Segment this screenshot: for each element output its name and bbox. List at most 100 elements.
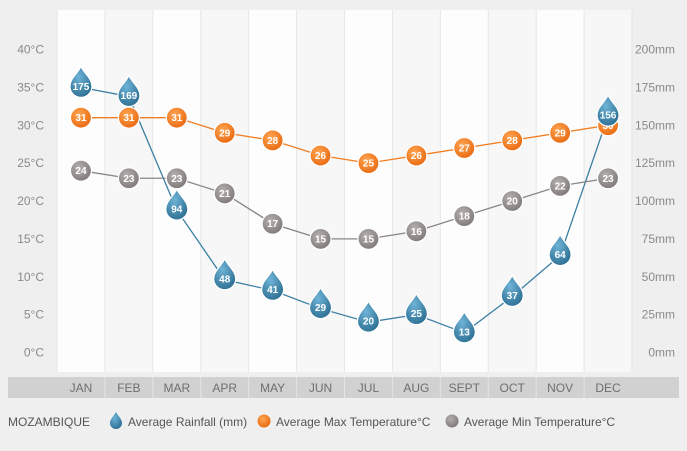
rainfall-value-label: 20 (363, 317, 375, 328)
legend-label: Average Max Temperature°C (276, 415, 431, 429)
legend-rainfall-icon (110, 412, 122, 429)
min-temp-value-label: 23 (602, 174, 614, 185)
max-temp-marker (69, 106, 93, 129)
min-temp-value-label: 20 (507, 197, 519, 208)
rainfall-value-label: 29 (315, 303, 327, 314)
rainfall-marker (308, 286, 333, 320)
max-temp-marker (501, 129, 524, 152)
legend-label: Average Rainfall (mm) (128, 415, 247, 429)
rainfall-marker (117, 73, 141, 107)
max-temp-marker (165, 106, 188, 129)
max-temp-marker (309, 144, 332, 167)
max-temp-marker (549, 121, 572, 144)
rainfall-marker (69, 64, 93, 98)
min-temp-value-label: 21 (219, 189, 231, 200)
rainfall-value-label: 25 (411, 309, 423, 320)
max-temp-value-label: 31 (123, 113, 135, 124)
min-temp-value-label: 18 (459, 212, 471, 223)
legend-label: Average Min Temperature°C (464, 415, 615, 429)
x-tick-label: NOV (547, 381, 573, 395)
grid-band (248, 10, 297, 372)
rainfall-value-label: 175 (73, 82, 90, 93)
y-left-tick-label: 30°C (17, 118, 44, 132)
y-right-tick-label: 100mm (635, 194, 675, 208)
x-axis-band (8, 377, 679, 398)
rainfall-marker (500, 273, 524, 307)
max-temp-value-label: 26 (315, 151, 327, 162)
min-temp-value-label: 17 (267, 219, 279, 230)
x-tick-label: OCT (500, 381, 526, 395)
x-tick-label: MAY (260, 381, 285, 395)
y-left-tick-label: 5°C (24, 308, 44, 322)
x-tick-label: DEC (595, 381, 621, 395)
min-temp-marker (117, 167, 140, 190)
min-temp-value-label: 22 (555, 181, 567, 192)
y-left-tick-label: 35°C (17, 80, 44, 94)
min-temp-value-label: 16 (411, 227, 423, 238)
y-left-tick-label: 10°C (17, 270, 44, 284)
rainfall-value-label: 37 (507, 291, 519, 302)
y-right-tick-label: 0mm (648, 346, 675, 360)
min-temp-marker (453, 205, 476, 228)
min-temp-value-label: 24 (75, 166, 87, 177)
rainfall-value-label: 41 (267, 285, 279, 296)
x-tick-label: JUN (309, 381, 332, 395)
x-tick-label: FEB (117, 381, 140, 395)
y-right-tick-label: 75mm (642, 232, 675, 246)
x-tick-label: SEPT (449, 381, 481, 395)
y-left-tick-label: 20°C (17, 194, 44, 208)
grid-band (57, 10, 105, 372)
y-right-tick-label: 175mm (635, 80, 675, 94)
min-temp-marker (549, 174, 572, 197)
x-tick-label: APR (212, 381, 237, 395)
x-tick-label: JAN (70, 381, 93, 395)
rainfall-marker (165, 187, 189, 221)
rainfall-value-label: 64 (555, 250, 567, 261)
rainfall-marker (213, 257, 237, 291)
min-temp-marker (405, 220, 428, 243)
max-temp-value-label: 29 (555, 128, 567, 139)
max-temp-value-label: 28 (267, 136, 279, 147)
rainfall-marker (452, 310, 476, 344)
rainfall-value-label: 94 (171, 205, 183, 216)
x-tick-label: AUG (403, 381, 429, 395)
rainfall-marker (404, 292, 428, 326)
rainfall-value-label: 48 (219, 274, 231, 285)
y-left-tick-label: 25°C (17, 156, 44, 170)
rainfall-value-label: 156 (600, 111, 617, 122)
min-temp-marker (501, 189, 524, 213)
y-right-tick-label: 125mm (635, 156, 675, 170)
max-temp-value-label: 31 (171, 113, 183, 124)
rainfall-marker (261, 267, 285, 301)
min-temp-marker (596, 167, 620, 190)
min-temp-value-label: 15 (363, 234, 375, 245)
max-temp-value-label: 28 (507, 136, 519, 147)
max-temp-value-label: 25 (363, 159, 375, 170)
min-temp-marker (261, 212, 284, 235)
y-right-tick-label: 150mm (635, 118, 675, 132)
x-tick-label: MAR (163, 381, 190, 395)
max-temp-marker (117, 106, 140, 129)
rainfall-value-label: 13 (459, 327, 471, 338)
min-temp-marker (309, 227, 332, 250)
rainfall-marker (356, 299, 381, 333)
y-right-tick-label: 50mm (642, 270, 675, 284)
y-left-tick-label: 40°C (17, 43, 44, 57)
min-temp-marker (213, 182, 236, 205)
min-temp-value-label: 23 (123, 174, 135, 185)
rainfall-marker (596, 93, 620, 127)
min-temp-value-label: 15 (315, 234, 327, 245)
y-right-tick-label: 200mm (635, 43, 675, 57)
max-temp-marker (261, 129, 284, 152)
max-temp-marker (405, 144, 428, 167)
legend-max-temp-icon (257, 414, 271, 428)
max-temp-marker (453, 136, 476, 160)
x-tick-label: JUL (358, 381, 380, 395)
max-temp-marker (357, 152, 380, 175)
max-temp-marker (213, 121, 236, 144)
legend-min-temp-icon (445, 414, 459, 428)
max-temp-value-label: 27 (459, 143, 471, 154)
y-left-tick-label: 0°C (24, 346, 44, 360)
